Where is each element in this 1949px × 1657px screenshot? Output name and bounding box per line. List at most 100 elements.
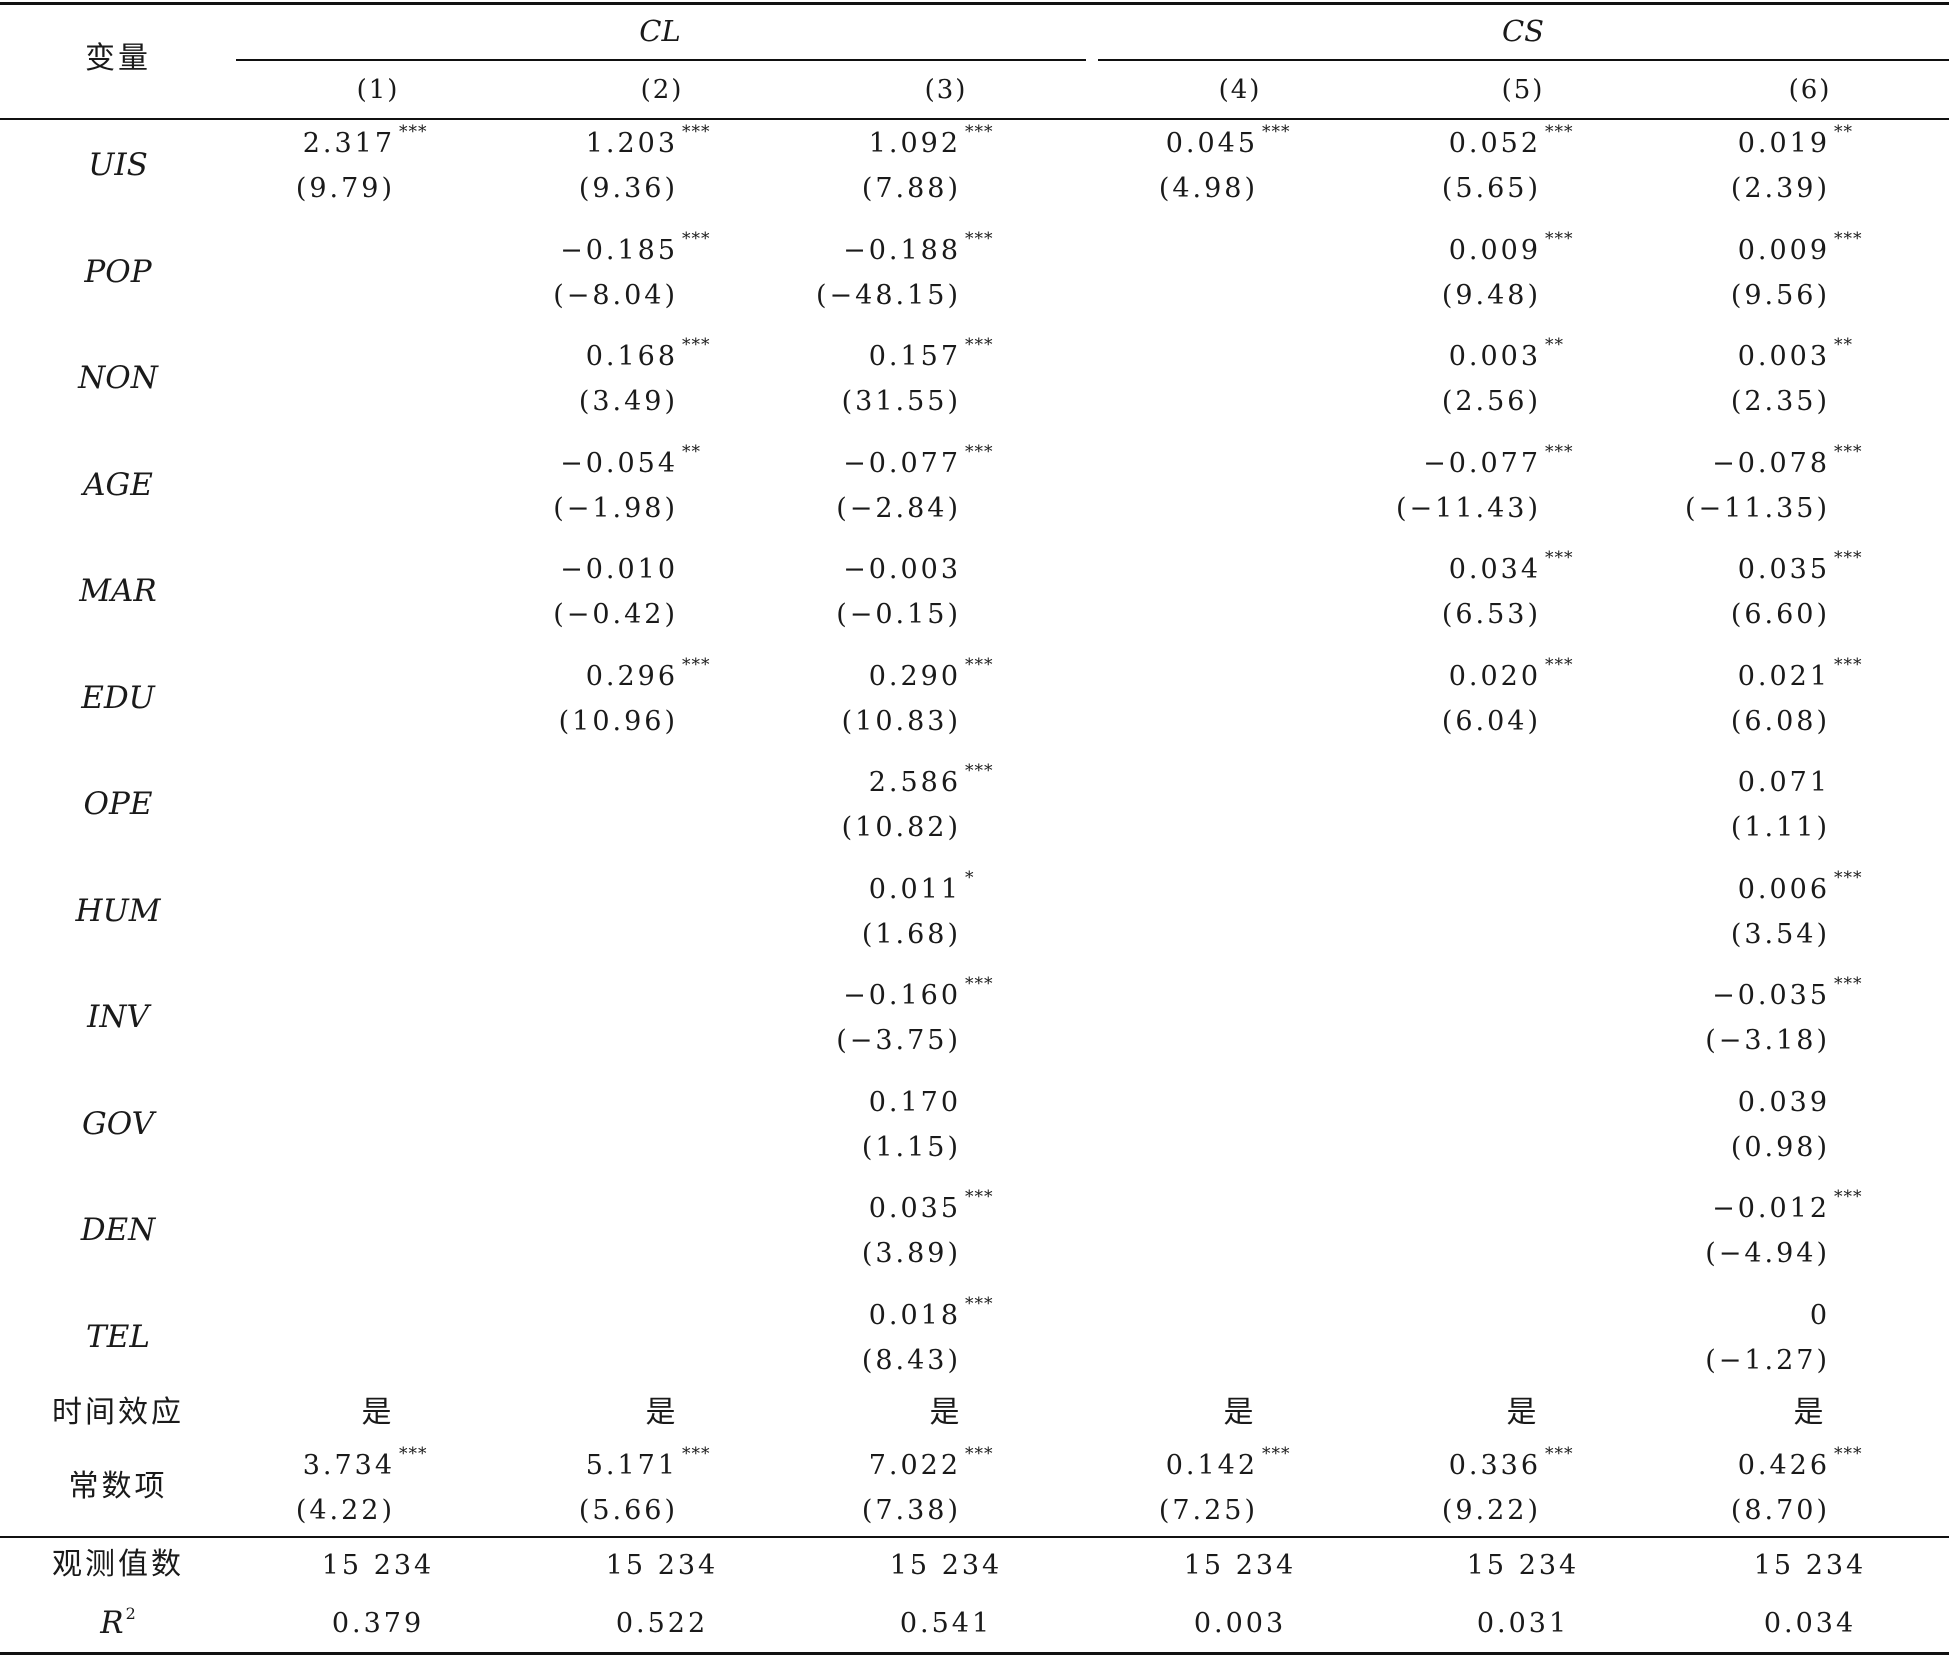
significance-stars: *** xyxy=(965,761,994,781)
t-statistic: (9.36) xyxy=(578,173,678,204)
coefficient-cell: 0.009 *** xyxy=(1737,230,1862,266)
observations-value: 15 234 xyxy=(605,1550,719,1581)
t-statistic: (6.53) xyxy=(1441,599,1541,630)
coefficient-value: −0.077 xyxy=(1423,447,1541,479)
t-statistic: (6.08) xyxy=(1730,705,1830,737)
constant-label: 常数项 xyxy=(68,1469,168,1504)
significance-stars: *** xyxy=(1834,974,1863,994)
coefficient-value: 0.009 xyxy=(1737,234,1830,266)
significance-stars: *** xyxy=(682,654,711,675)
significance-stars: *** xyxy=(682,122,711,142)
variable-name: NON xyxy=(78,360,158,396)
time-effect-value: 是 xyxy=(645,1395,679,1430)
coefficient-cell: −0.003 xyxy=(843,556,961,583)
t-statistic: (5.66) xyxy=(578,1495,678,1526)
coefficient-value: 0.018 xyxy=(868,1299,961,1331)
t-statistic: (−3.75) xyxy=(836,1025,961,1056)
coefficient-value: 7.022 xyxy=(868,1450,961,1481)
coefficient-value: 0.035 xyxy=(1737,554,1830,585)
coefficient-cell: 0.003 ** xyxy=(1738,337,1852,371)
t-statistic: (4.22) xyxy=(295,1495,395,1526)
significance-stars: *** xyxy=(965,441,994,462)
significance-stars: *** xyxy=(965,1187,994,1207)
significance-stars: *** xyxy=(399,122,428,142)
column-number-3: (3) xyxy=(924,75,968,105)
t-statistic: (9.56) xyxy=(1730,279,1830,311)
coefficient-cell: 1.203 *** xyxy=(585,124,710,159)
coefficient-cell: 0.035 *** xyxy=(869,1189,993,1223)
column-number-6: (6) xyxy=(1788,75,1832,105)
t-statistic: (−48.15) xyxy=(816,279,961,311)
significance-stars: *** xyxy=(682,1444,711,1464)
significance-stars: *** xyxy=(965,1444,994,1464)
t-statistic: (31.55) xyxy=(841,386,961,417)
variable-name: OPE xyxy=(83,786,153,822)
r-squared-value: 0.379 xyxy=(331,1608,425,1639)
t-statistic: (−1.27) xyxy=(1705,1344,1830,1376)
variable-name: TEL xyxy=(86,1318,150,1355)
observations-value: 15 234 xyxy=(889,1550,1003,1581)
r-squared-value: 0.522 xyxy=(615,1608,709,1639)
t-statistic: (1.11) xyxy=(1730,812,1830,843)
t-statistic: (9.22) xyxy=(1441,1495,1541,1526)
coefficient-cell: −0.012 *** xyxy=(1712,1189,1861,1224)
variable-name: MAR xyxy=(79,573,157,609)
significance-stars: *** xyxy=(1545,1444,1574,1464)
header-rule xyxy=(0,118,1949,120)
coefficient-value: 1.203 xyxy=(585,128,678,159)
variable-header: 变量 xyxy=(85,41,151,76)
coefficient-value: 0.034 xyxy=(1448,554,1541,585)
column-number-1: (1) xyxy=(356,75,400,105)
coefficient-cell: 7.022 *** xyxy=(868,1446,993,1481)
coefficient-cell: 0.170 xyxy=(869,1089,961,1116)
coefficient-value: 0.009 xyxy=(1448,234,1541,266)
significance-stars: *** xyxy=(1262,122,1291,142)
variable-name: EDU xyxy=(81,679,155,716)
coefficient-value: −0.077 xyxy=(843,447,961,479)
coefficient-cell: −0.160 *** xyxy=(843,976,992,1011)
group-header-cs: CS xyxy=(1501,14,1545,48)
significance-stars: *** xyxy=(965,335,994,355)
coefficient-value: 0.290 xyxy=(868,660,961,692)
significance-stars: *** xyxy=(1834,867,1863,888)
t-statistic: (−1.98) xyxy=(553,492,678,524)
significance-stars: *** xyxy=(1545,228,1574,249)
coefficient-value: −0.012 xyxy=(1712,1193,1830,1224)
coefficient-value: −0.160 xyxy=(843,980,961,1011)
coefficient-cell: 0.142 *** xyxy=(1166,1446,1290,1480)
coefficient-cell: −0.188 *** xyxy=(843,230,992,266)
coefficient-value: −0.010 xyxy=(560,554,678,585)
coefficient-cell: 0.039 xyxy=(1738,1089,1830,1116)
significance-stars: *** xyxy=(1545,441,1574,462)
significance-stars: *** xyxy=(1545,122,1574,142)
coefficient-value: 0.011 xyxy=(868,873,961,905)
r-squared-letter: R xyxy=(100,1605,124,1641)
t-statistic: (10.96) xyxy=(558,705,678,737)
coefficient-cell: 0 xyxy=(1810,1302,1830,1329)
significance-stars: *** xyxy=(682,228,711,249)
significance-stars: *** xyxy=(1262,1444,1291,1464)
t-statistic: (10.83) xyxy=(841,705,961,737)
coefficient-cell: −0.078 *** xyxy=(1712,443,1861,477)
coefficient-value: 0 xyxy=(1809,1299,1830,1331)
coefficient-cell: −0.077 *** xyxy=(1423,443,1572,479)
coefficient-cell: 0.296 *** xyxy=(586,656,710,690)
coefficient-value: 2.586 xyxy=(868,767,961,798)
t-statistic: (8.43) xyxy=(861,1344,961,1376)
t-statistic: (9.48) xyxy=(1441,279,1541,311)
t-statistic: (0.98) xyxy=(1730,1131,1830,1163)
coefficient-cell: 0.034 *** xyxy=(1448,550,1573,585)
coefficient-value: 0.006 xyxy=(1737,873,1830,905)
t-statistic: (4.98) xyxy=(1158,173,1258,204)
stats-rule xyxy=(0,1536,1949,1538)
significance-stars: *** xyxy=(1834,1187,1863,1207)
group-rule-cs xyxy=(1098,59,1949,61)
significance-stars: ** xyxy=(1834,335,1853,355)
time-effect-value: 是 xyxy=(361,1395,395,1430)
coefficient-value: 0.045 xyxy=(1165,128,1258,159)
coefficient-cell: 0.003 ** xyxy=(1449,337,1563,371)
time-effect-value: 是 xyxy=(1223,1395,1257,1430)
coefficient-value: −0.188 xyxy=(843,234,961,266)
significance-stars: *** xyxy=(1834,228,1863,249)
